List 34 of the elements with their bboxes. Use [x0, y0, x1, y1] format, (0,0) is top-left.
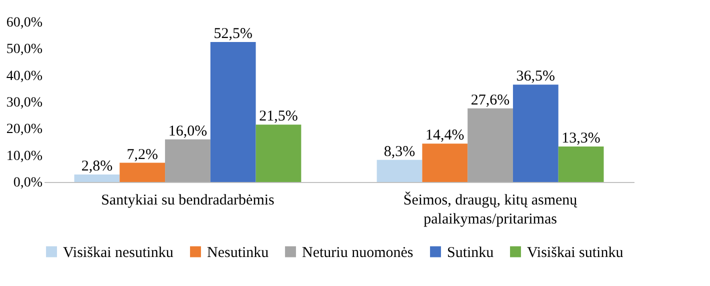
bar: [422, 144, 468, 182]
data-label: 8,3%: [384, 144, 416, 160]
legend-label: Neturiu nuomonės: [302, 244, 414, 261]
data-label: 2,8%: [81, 158, 113, 175]
y-tick-label: 20,0%: [6, 122, 43, 138]
bar: [74, 174, 120, 182]
y-tick-label: 30,0%: [6, 96, 43, 110]
legend-label: Nesutinku: [207, 244, 270, 261]
bar: [210, 42, 256, 182]
data-label: 27,6%: [470, 92, 510, 108]
y-tick-label: 10,0%: [6, 148, 43, 164]
legend-label: Visiškai sutinku: [527, 244, 624, 261]
data-label: 21,5%: [259, 108, 298, 125]
bar: [512, 84, 558, 182]
x-tick-label: Santykiai su bendradarbėmis: [101, 192, 275, 208]
y-tick-label: 40,0%: [6, 68, 43, 84]
data-label: 14,4%: [426, 128, 464, 144]
bar: [165, 139, 210, 182]
data-label: 52,5%: [214, 26, 252, 42]
x-tick-label: Šeimos, draugų, kitų asmenų palaikymas/pritarimas: [403, 192, 578, 228]
y-tick-label: 0,0%: [13, 176, 43, 190]
bar: [468, 108, 513, 182]
legend-label: Sutinku: [447, 244, 494, 261]
bar: [376, 160, 422, 182]
bar: [120, 162, 166, 182]
legend-label: Visiškai nesutinku: [63, 244, 174, 261]
data-label: 7,2%: [126, 146, 158, 163]
data-label: 36,5%: [516, 68, 556, 85]
y-tick-label: 60,0%: [6, 16, 43, 30]
data-label: 16,0%: [168, 123, 208, 140]
y-tick-label: 50,0%: [6, 42, 43, 58]
bar: [558, 146, 604, 182]
data-label: 13,3%: [562, 130, 600, 147]
bar: [256, 124, 302, 182]
